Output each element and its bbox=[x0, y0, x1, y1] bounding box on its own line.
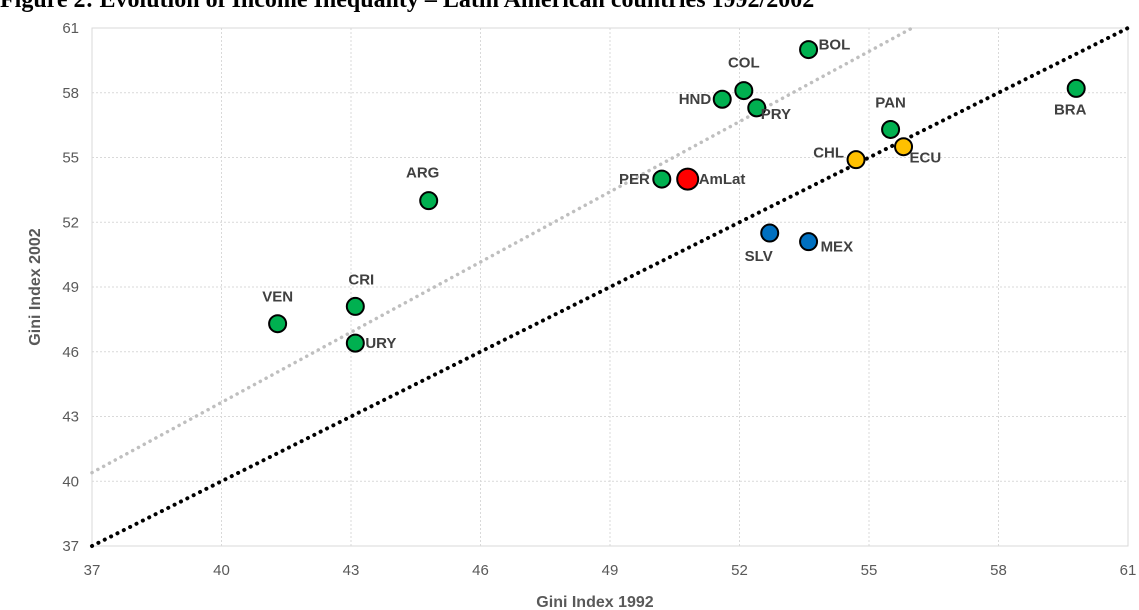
label-col: COL bbox=[728, 55, 760, 72]
y-axis-label: Gini Index 2002 bbox=[27, 228, 44, 345]
y-tick-label: 58 bbox=[62, 85, 79, 102]
x-tick-label: 37 bbox=[84, 562, 101, 579]
point-arg bbox=[419, 191, 439, 211]
point-ecu bbox=[894, 137, 914, 157]
y-tick-label: 55 bbox=[62, 150, 79, 167]
point-pan bbox=[881, 119, 901, 139]
x-tick-label: 46 bbox=[472, 562, 489, 579]
label-bol: BOL bbox=[819, 37, 851, 54]
point-ury bbox=[345, 333, 365, 353]
label-ury: URY bbox=[365, 335, 396, 352]
point-pry bbox=[747, 98, 767, 118]
point-bol bbox=[799, 40, 819, 60]
x-axis-label: Gini Index 1992 bbox=[536, 594, 653, 610]
plot-border bbox=[91, 27, 1129, 547]
label-cri: CRI bbox=[348, 271, 374, 288]
point-bra bbox=[1066, 78, 1086, 98]
point-col bbox=[734, 81, 754, 101]
y-tick-label: 37 bbox=[62, 538, 79, 555]
point-cri bbox=[345, 296, 365, 316]
label-pry: PRY bbox=[761, 106, 791, 123]
y-tick-label: 52 bbox=[62, 214, 79, 231]
reference-lines bbox=[90, 26, 1130, 548]
label-slv: SLV bbox=[745, 248, 773, 265]
point-mex bbox=[799, 232, 819, 252]
label-pan: PAN bbox=[875, 94, 906, 111]
x-tick-label: 61 bbox=[1120, 562, 1137, 579]
point-chl bbox=[846, 150, 866, 170]
x-tick-label: 43 bbox=[343, 562, 360, 579]
grid bbox=[91, 27, 1129, 547]
reference-line-gray bbox=[90, 26, 914, 475]
equality-line bbox=[90, 26, 1130, 548]
y-tick-label: 49 bbox=[62, 279, 79, 296]
point-slv bbox=[760, 223, 780, 243]
label-hnd: HND bbox=[679, 91, 712, 108]
point-per bbox=[652, 169, 672, 189]
x-tick-label: 55 bbox=[861, 562, 878, 579]
data-points bbox=[268, 40, 1086, 353]
y-tick-label: 40 bbox=[62, 473, 79, 490]
x-tick-label: 52 bbox=[731, 562, 748, 579]
label-ven: VEN bbox=[262, 289, 293, 306]
label-arg: ARG bbox=[406, 165, 439, 182]
figure-title: Figure 2: Evolution of Income Inequality… bbox=[0, 0, 815, 13]
label-per: PER bbox=[619, 171, 650, 188]
tick-labels: 37 40 43 46 49 52 55 58 61 37 40 43 46 49 52 55 58 61 bbox=[62, 20, 1136, 579]
y-tick-label: 43 bbox=[62, 409, 79, 426]
point-ven bbox=[268, 314, 288, 334]
label-ecu: ECU bbox=[910, 150, 942, 167]
y-tick-label: 61 bbox=[62, 20, 79, 37]
x-tick-label: 58 bbox=[990, 562, 1007, 579]
label-amlat: AmLat bbox=[699, 171, 746, 188]
label-chl: CHL bbox=[813, 145, 844, 162]
label-bra: BRA bbox=[1054, 101, 1087, 118]
point-labels: VEN CRI URY ARG PER AmLat HND COL PRY BOL SLV MEX CH… bbox=[262, 37, 1086, 353]
x-tick-label: 40 bbox=[213, 562, 230, 579]
point-amlat bbox=[676, 167, 700, 191]
y-tick-label: 46 bbox=[62, 344, 79, 361]
x-tick-label: 49 bbox=[602, 562, 619, 579]
label-mex: MEX bbox=[821, 239, 854, 256]
point-hnd bbox=[712, 89, 732, 109]
